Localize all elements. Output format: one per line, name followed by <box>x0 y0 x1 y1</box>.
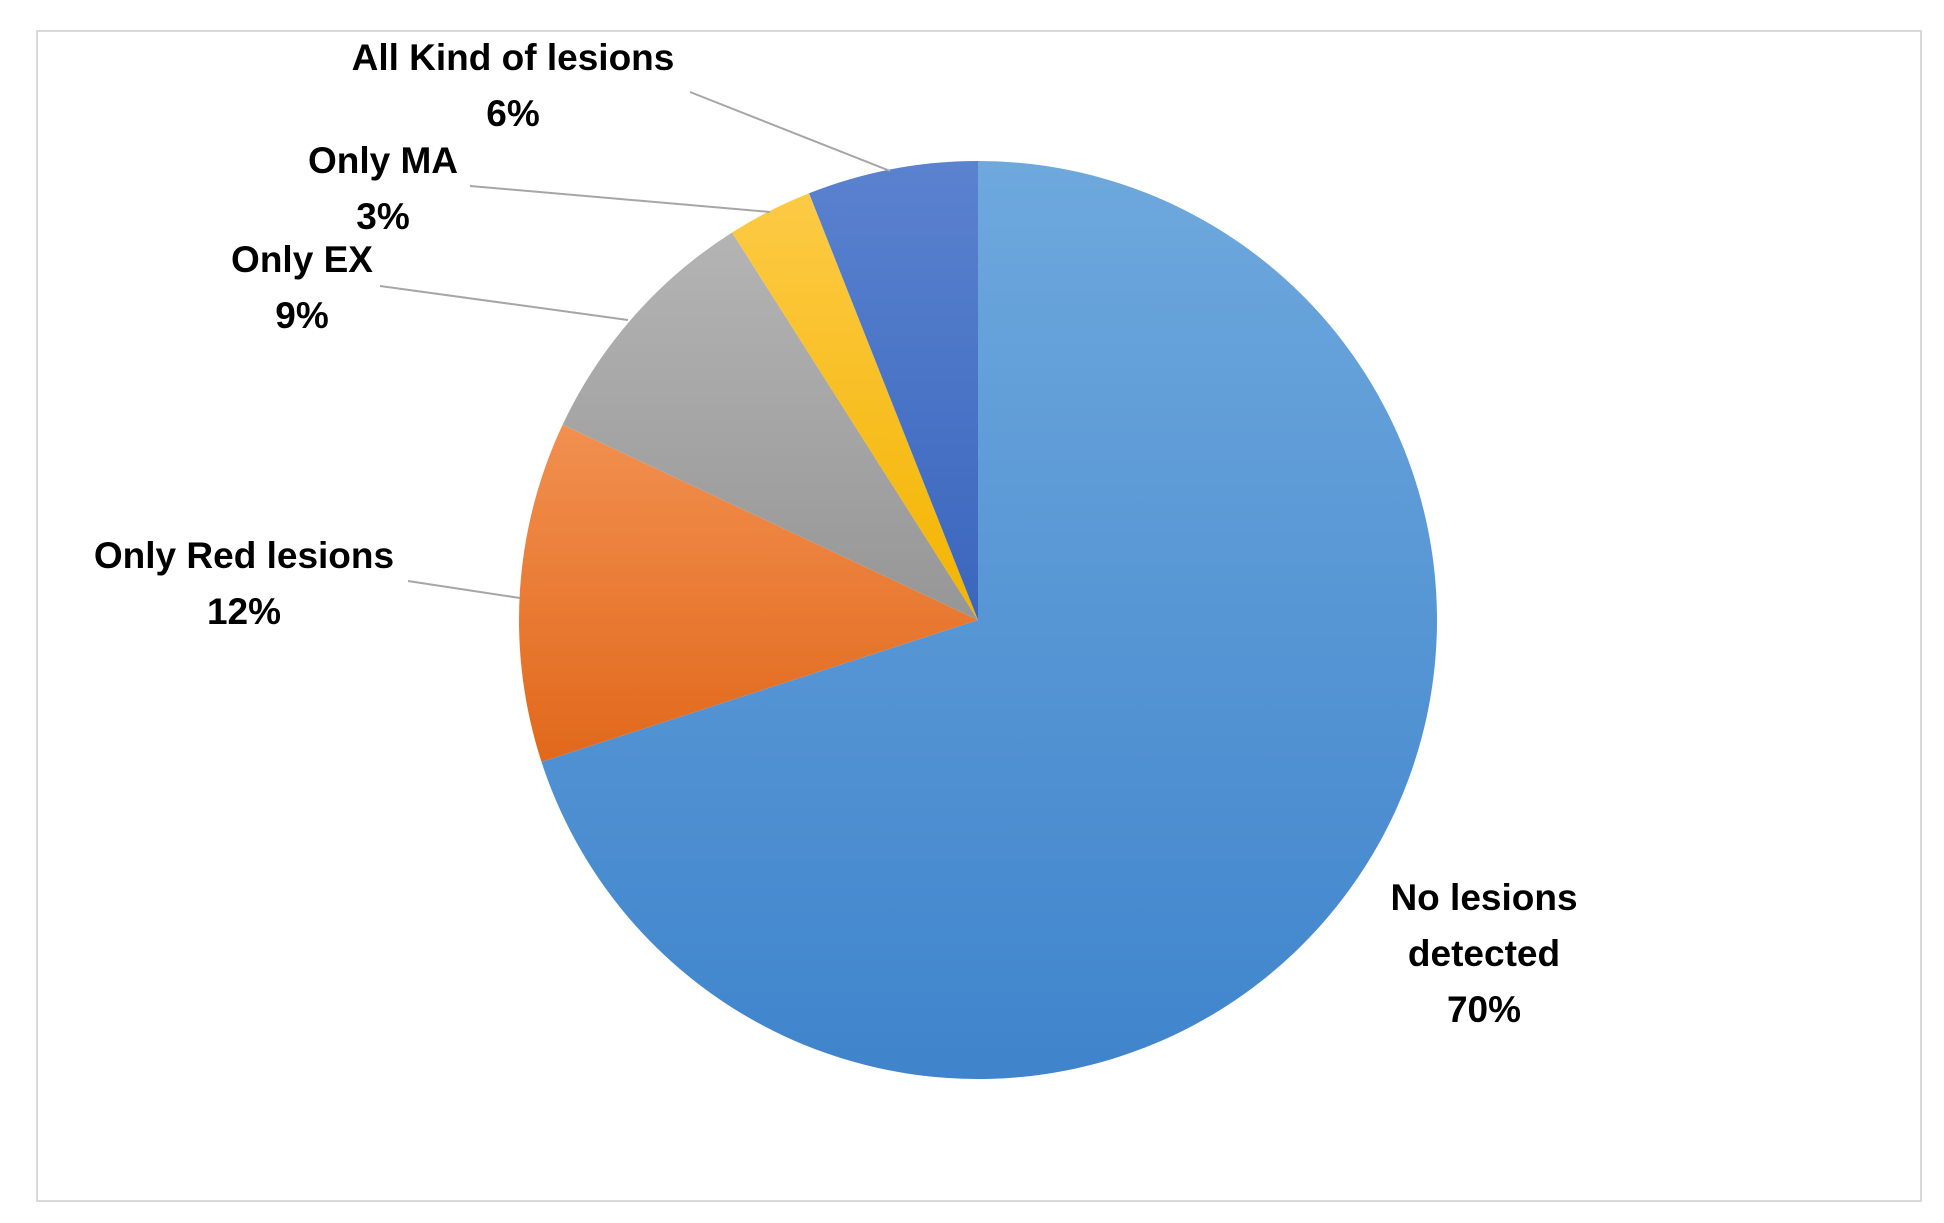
data-label-only-ma: Only MA 3% <box>308 140 458 237</box>
data-label-all-kind-of-lesions: All Kind of lesions 6% <box>352 37 675 134</box>
pie-slice-all-kind-of-lesions <box>809 161 978 620</box>
data-label-value: 6% <box>486 93 539 134</box>
data-label-category: detected <box>1408 933 1560 974</box>
data-label-category: All Kind of lesions <box>352 37 675 78</box>
pie-slice-only-ex <box>562 232 978 620</box>
pie-slice-only-red-lesions <box>519 424 978 762</box>
leader-line-1 <box>407 580 521 599</box>
leader-line-3 <box>469 185 771 213</box>
leader-lines <box>379 91 891 599</box>
data-label-category: Only EX <box>231 239 373 280</box>
data-label-only-ex: Only EX 9% <box>231 239 373 336</box>
data-label-value: 3% <box>356 196 409 237</box>
leader-line-4 <box>689 91 891 172</box>
pie-slice-no-lesions-detected <box>541 161 1437 1079</box>
leader-line-2 <box>379 285 629 321</box>
data-label-category: Only Red lesions <box>94 535 394 576</box>
data-label-only-red-lesions: Only Red lesions 12% <box>94 535 394 632</box>
pie-slice-only-ma <box>732 193 978 620</box>
data-label-no-lesions-detected: No lesions detected 70% <box>1390 877 1577 1030</box>
data-label-value: 70% <box>1447 989 1521 1030</box>
data-label-category: Only MA <box>308 140 458 181</box>
data-label-category: No lesions <box>1390 877 1577 918</box>
slices-layer <box>519 161 1437 1079</box>
data-label-value: 12% <box>207 591 281 632</box>
data-labels: No lesions detected 70% Only Red lesions 12%… <box>94 37 1578 1030</box>
data-label-value: 9% <box>275 295 328 336</box>
